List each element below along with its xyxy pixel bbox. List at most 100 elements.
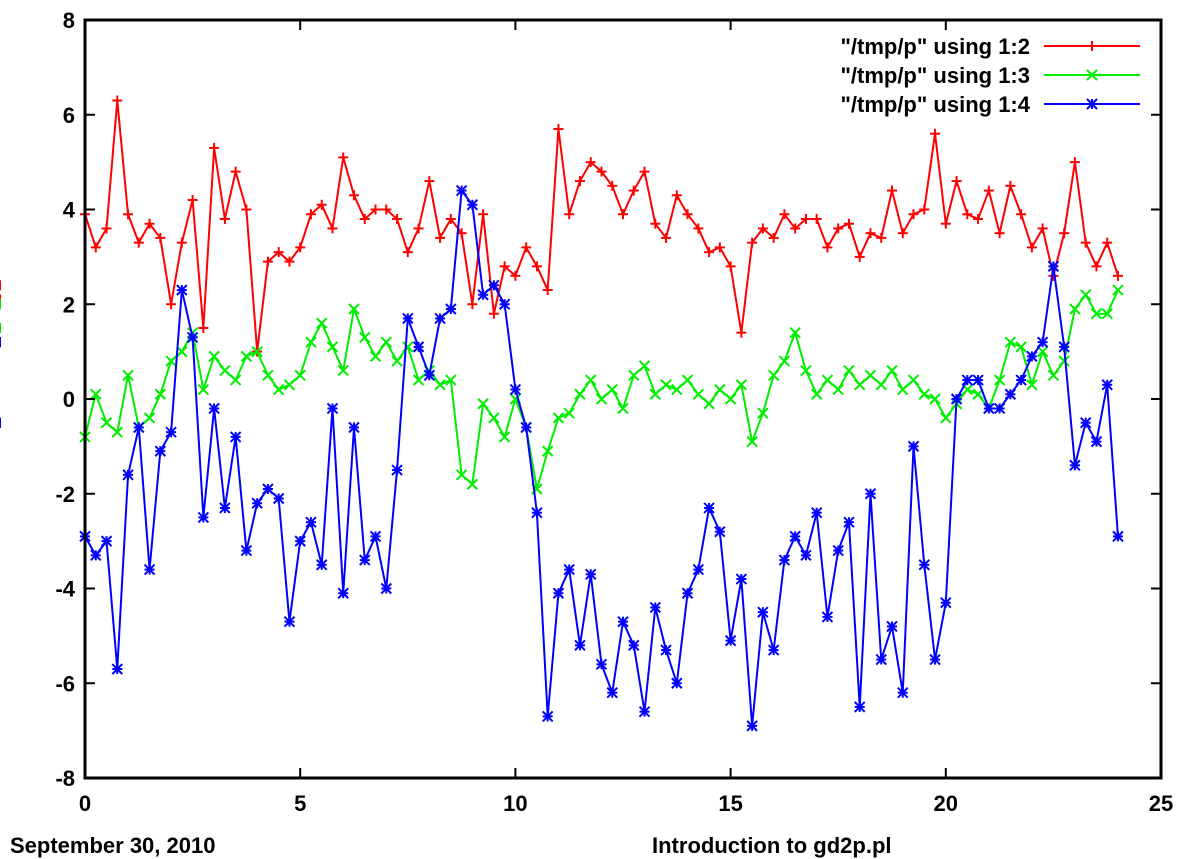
data-point (595, 393, 608, 405)
data-point (1026, 379, 1038, 391)
data-point (305, 336, 317, 348)
data-point (402, 341, 414, 353)
data-point (810, 388, 823, 400)
data-point (886, 364, 898, 377)
data-point (692, 388, 705, 400)
legend-swatch (1044, 69, 1140, 81)
series-3 (0, 184, 1124, 732)
data-point (327, 223, 338, 234)
x-tick-label: 10 (503, 791, 527, 816)
data-point (326, 341, 339, 353)
data-point (929, 653, 941, 666)
data-point (295, 242, 306, 253)
data-point (348, 421, 360, 434)
data-point (154, 388, 167, 400)
data-point (166, 299, 177, 310)
data-point (316, 199, 327, 210)
data-point (435, 232, 446, 243)
data-point (832, 383, 844, 396)
series-1 (0, 95, 1123, 357)
data-point (552, 587, 565, 599)
data-point (671, 677, 683, 689)
data-point (552, 412, 565, 424)
data-point (412, 374, 425, 386)
data-point (348, 303, 360, 315)
data-point (133, 421, 145, 434)
data-point (283, 379, 296, 391)
x-tick-label: 20 (934, 791, 958, 816)
data-point (305, 516, 317, 528)
data-point (219, 364, 231, 377)
data-point (1004, 388, 1017, 400)
data-point (638, 705, 651, 718)
data-point (650, 218, 661, 229)
data-point (1102, 237, 1113, 248)
data-point (661, 232, 672, 243)
data-point (800, 364, 812, 377)
data-point (1016, 209, 1027, 220)
data-point (735, 379, 748, 391)
data-point (843, 364, 855, 377)
data-point (864, 369, 877, 382)
data-point (919, 204, 930, 215)
data-point (509, 383, 522, 396)
data-point (521, 242, 532, 253)
data-point (424, 176, 435, 187)
data-point (617, 402, 629, 415)
data-point (326, 402, 339, 415)
data-point (466, 478, 479, 490)
data-point (1079, 416, 1092, 429)
data-point (176, 284, 188, 296)
data-point (843, 516, 855, 528)
data-point (477, 398, 489, 410)
data-point (563, 563, 575, 576)
data-point (649, 388, 661, 400)
data-point (681, 374, 694, 386)
data-point (918, 388, 930, 400)
data-point (1004, 336, 1017, 348)
y-tick-label: 4 (63, 198, 76, 223)
data-point (316, 317, 328, 329)
data-point (230, 166, 241, 177)
data-point (1090, 435, 1103, 448)
data-point (779, 209, 790, 220)
data-point (359, 331, 371, 344)
data-point (767, 369, 780, 382)
data-point (219, 213, 230, 224)
data-point (671, 190, 682, 201)
data-point (111, 426, 123, 438)
data-point (1026, 350, 1038, 363)
data-point (198, 322, 209, 333)
data-point (1112, 530, 1124, 543)
data-point (940, 412, 952, 424)
data-point (251, 497, 263, 509)
data-point (983, 402, 995, 415)
data-point (1047, 369, 1060, 382)
data-point (692, 563, 705, 576)
data-point (176, 237, 187, 248)
data-point (144, 218, 155, 229)
data-point (197, 383, 210, 396)
data-point (961, 374, 974, 386)
data-point (208, 402, 220, 415)
data-point (402, 312, 414, 325)
data-point (208, 350, 220, 363)
data-point (219, 502, 231, 514)
y-tick-label: -2 (55, 482, 75, 507)
data-point (757, 606, 769, 618)
legend-marker (1087, 41, 1097, 51)
data-point (681, 587, 694, 599)
series-line (84, 99, 1119, 353)
axis-ticks: -8 -6 -4 -2 0 2 4 6 8 0 5 10 15 20 25 (55, 8, 1173, 816)
data-point (186, 331, 199, 344)
data-point (800, 549, 812, 562)
data-point (724, 634, 737, 647)
data-point (262, 369, 274, 382)
x-tick-label: 5 (294, 791, 306, 816)
data-point (617, 615, 629, 628)
data-point (434, 379, 446, 391)
data-point (455, 469, 468, 481)
data-point (1112, 270, 1123, 281)
data-point (940, 597, 952, 609)
